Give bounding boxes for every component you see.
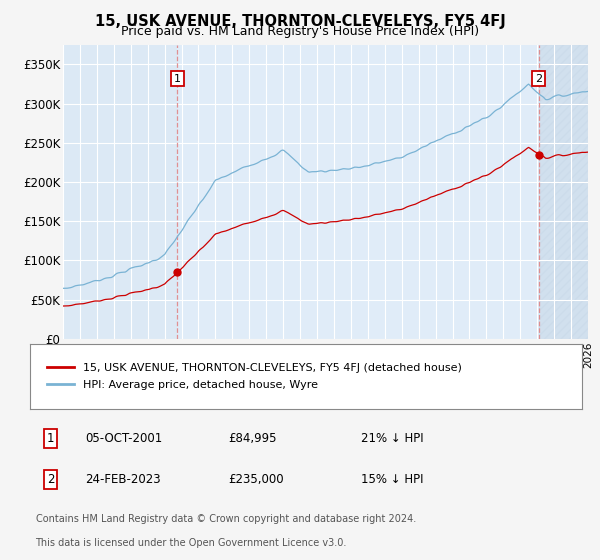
Text: £84,995: £84,995 (229, 432, 277, 445)
Text: 24-FEB-2023: 24-FEB-2023 (85, 473, 161, 486)
Text: 2: 2 (47, 473, 54, 486)
Text: £235,000: £235,000 (229, 473, 284, 486)
Text: This data is licensed under the Open Government Licence v3.0.: This data is licensed under the Open Gov… (35, 538, 347, 548)
Text: 05-OCT-2001: 05-OCT-2001 (85, 432, 163, 445)
Text: 21% ↓ HPI: 21% ↓ HPI (361, 432, 424, 445)
Bar (178, 45, 539, 339)
Text: Price paid vs. HM Land Registry's House Price Index (HPI): Price paid vs. HM Land Registry's House … (121, 25, 479, 38)
Legend: 15, USK AVENUE, THORNTON-CLEVELEYS, FY5 4FJ (detached house), HPI: Average price: 15, USK AVENUE, THORNTON-CLEVELEYS, FY5 … (41, 358, 468, 395)
Text: 1: 1 (174, 73, 181, 83)
Text: 15% ↓ HPI: 15% ↓ HPI (361, 473, 424, 486)
Text: 2: 2 (535, 73, 542, 83)
Text: Contains HM Land Registry data © Crown copyright and database right 2024.: Contains HM Land Registry data © Crown c… (35, 514, 416, 524)
Bar (539, 45, 588, 339)
Text: 1: 1 (47, 432, 54, 445)
Text: 15, USK AVENUE, THORNTON-CLEVELEYS, FY5 4FJ: 15, USK AVENUE, THORNTON-CLEVELEYS, FY5 … (95, 14, 505, 29)
